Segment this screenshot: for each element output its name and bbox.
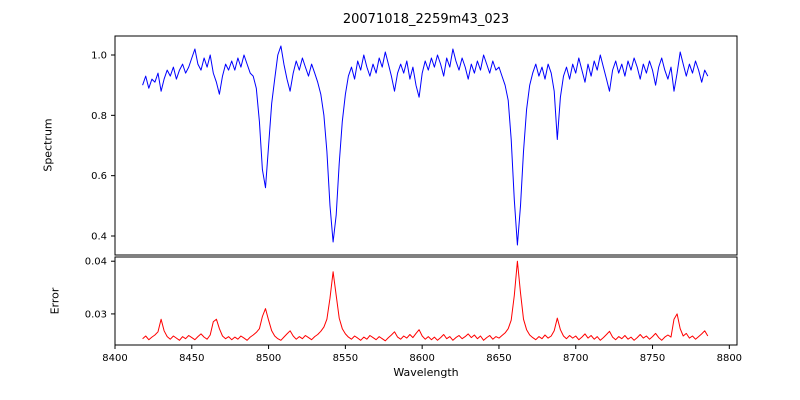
x-tick-label: 8600	[409, 353, 434, 364]
x-tick-label: 8700	[563, 353, 588, 364]
spectrum-y-tick-label: 0.8	[91, 111, 107, 122]
spectrum-y-tick-label: 0.6	[91, 171, 107, 182]
wavelength-axis-label: Wavelength	[393, 366, 459, 379]
error-axes-box	[114, 256, 738, 346]
x-tick-label: 8650	[486, 353, 511, 364]
chart-title: 20071018_2259m43_023	[342, 12, 510, 27]
x-tick-label: 8450	[179, 353, 204, 364]
spectrum-axes-box	[114, 35, 738, 256]
x-tick-label: 8400	[102, 353, 127, 364]
x-tick-label: 8800	[717, 353, 742, 364]
error-line	[142, 260, 709, 342]
spectrum-line	[142, 45, 709, 246]
x-tick-label: 8550	[333, 353, 358, 364]
error-y-tick-label: 0.04	[85, 257, 107, 268]
spectrum-y-tick-label: 1.0	[91, 51, 107, 62]
spectrum-y-tick-label: 0.4	[91, 231, 107, 242]
x-tick-label: 8750	[640, 353, 665, 364]
x-tick-label: 8500	[256, 353, 281, 364]
error-y-tick-label: 0.03	[85, 309, 107, 320]
